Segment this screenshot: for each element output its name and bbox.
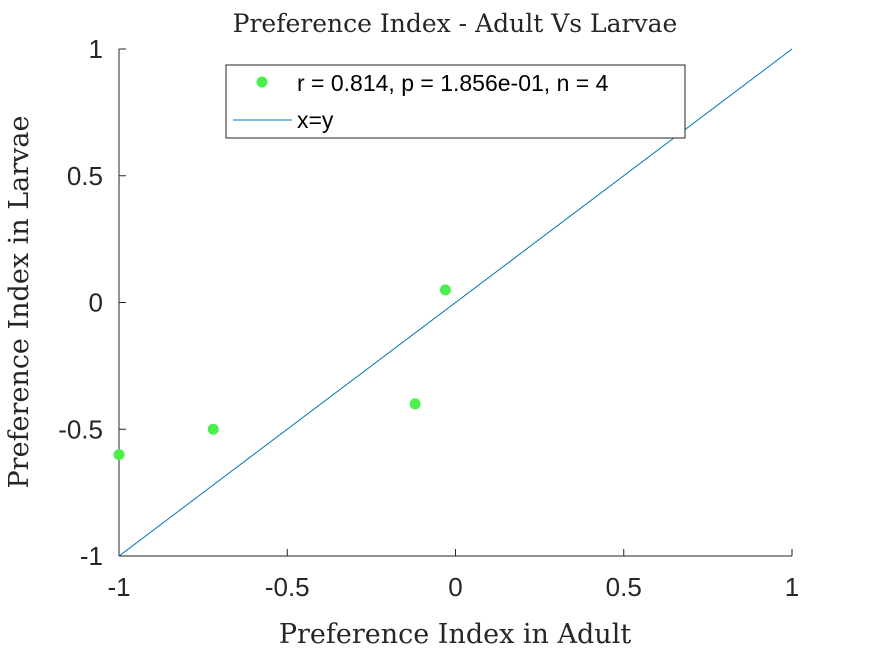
y-tick-label: -0.5 <box>58 414 103 444</box>
legend-label-scatter: r = 0.814, p = 1.856e-01, n = 4 <box>297 70 609 96</box>
legend-marker-scatter <box>256 76 268 88</box>
scatter-point <box>439 284 451 296</box>
y-tick-label: -1 <box>80 541 103 571</box>
y-axis-label: Preference Index in Larvae <box>4 116 35 489</box>
plot-axes <box>118 48 793 557</box>
x-axis-label: Preference Index in Adult <box>279 619 632 650</box>
scatter-point <box>409 398 421 410</box>
tick-labels: -1 -0.5 0 0.5 1 -1 -0.5 0 0.5 1 <box>58 34 799 602</box>
y-tick-label: 1 <box>89 34 103 64</box>
x-tick-label: 0 <box>448 572 462 602</box>
scatter-point <box>113 449 125 461</box>
x-tick-label: 0.5 <box>606 572 642 602</box>
x-tick-label: -0.5 <box>265 572 310 602</box>
y-tick-label: 0.5 <box>67 161 103 191</box>
legend-box <box>225 64 686 139</box>
legend-label-identity: x=y <box>297 107 334 133</box>
x-tick-label: 1 <box>785 572 799 602</box>
x-tick-label: -1 <box>107 572 130 602</box>
scatter-point <box>207 423 219 435</box>
legend: r = 0.814, p = 1.856e-01, n = 4 x=y <box>225 64 686 139</box>
y-tick-label: 0 <box>89 288 103 318</box>
chart-title: Preference Index - Adult Vs Larvae <box>233 9 678 38</box>
data-points <box>113 284 451 461</box>
